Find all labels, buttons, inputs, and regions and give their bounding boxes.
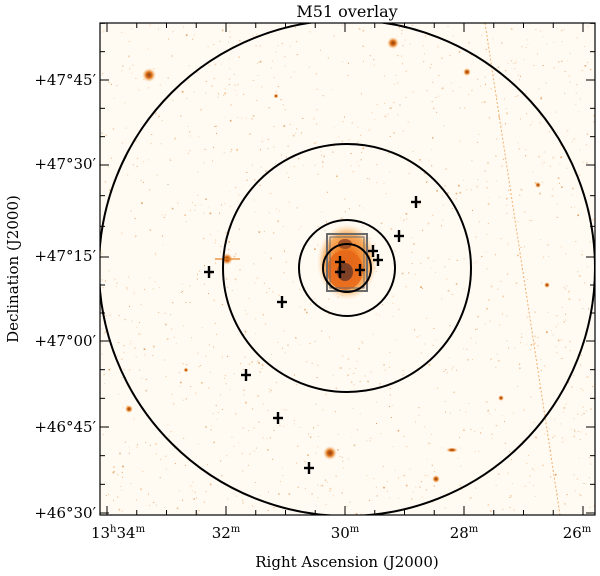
bright-star [463,68,471,76]
y-axis-tick-labels: +47°45′ +47°30′ +47°15′ +47°00′ +46°45′ … [34,71,96,522]
bright-star [125,405,133,413]
bright-star [183,367,189,373]
radius-circle [298,219,396,317]
y-axis-title: Declination (J2000) [4,195,22,343]
satellite-trail [484,23,561,515]
crosshair-marker [204,266,214,278]
crosshair-marker [394,230,404,242]
bright-star [273,93,279,99]
crosshair-marker [241,369,251,381]
radius-circles [100,23,595,515]
y-tick-label: +46°30′ [34,504,96,522]
y-tick-label: +47°45′ [34,71,96,89]
crosshair-marker [304,462,314,474]
crosshair-marker [373,254,383,266]
radius-circle [222,143,472,393]
footprint-rect [329,236,365,289]
bright-stars [125,37,550,483]
x-axis-title: Right Ascension (J2000) [255,553,438,571]
crosshair-marker [277,296,287,308]
plot-frame [99,22,596,516]
x-tick-label: 28m [450,524,479,542]
bright-star [323,446,337,460]
crosshair-marker [355,264,365,276]
crosshair-marker [368,245,378,257]
radius-circle [322,243,372,293]
crosshair-marker [411,196,421,208]
bright-star [446,447,458,453]
y-tick-label: +47°00′ [34,332,96,350]
crosshair-marker [335,266,345,278]
x-tick-label: 32m [212,524,241,542]
bright-star [544,282,550,288]
bright-star [498,395,504,401]
y-tick-label: +47°30′ [34,155,96,173]
x-tick-label: 26m [563,524,592,542]
source-markers [204,196,421,474]
x-tick-label: 30m [331,524,360,542]
y-tick-label: +46°45′ [34,418,96,436]
bright-star [535,182,541,188]
bright-star [387,37,399,49]
x-axis-tick-labels: 13h34m 32m 30m 28m 26m [91,524,592,542]
bright-star [432,475,440,483]
bright-star [142,68,156,82]
axis-ticks [100,22,595,515]
figure-title: M51 overlay [296,2,397,21]
y-tick-label: +47°15′ [34,247,96,265]
x-tick-label: 13h34m [91,524,146,542]
crosshair-marker [273,412,283,424]
